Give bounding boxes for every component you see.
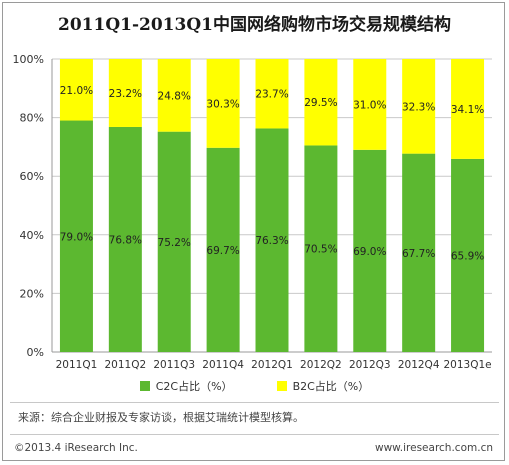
chart-legend: C2C占比（%） B2C占比（%）: [0, 378, 509, 394]
x-tick-label: 2011Q2: [104, 359, 146, 370]
source-note: 来源：综合企业财报及专家访谈，根据艾瑞统计模型核算。: [18, 411, 304, 424]
y-tick-label: 0%: [27, 346, 44, 359]
legend-label-c2c: C2C占比（%）: [155, 380, 233, 393]
x-tick-label: 2011Q4: [202, 359, 244, 370]
bar-b2c: [402, 59, 436, 154]
data-label-c2c: 67.7%: [402, 248, 435, 260]
x-tick-label: 2011Q1: [56, 359, 98, 370]
data-label-b2c: 21.0%: [60, 85, 93, 97]
legend-swatch-c2c: [139, 381, 150, 391]
y-tick-label: 100%: [13, 53, 44, 66]
bar-b2c: [255, 59, 289, 129]
bar-c2c: [451, 158, 485, 352]
bar-b2c: [451, 59, 485, 159]
bar-c2c: [59, 120, 93, 352]
data-label-c2c: 76.8%: [109, 234, 142, 246]
bar-c2c: [353, 149, 387, 352]
data-label-b2c: 32.3%: [402, 101, 435, 113]
bar-c2c: [108, 126, 142, 352]
bar-b2c: [59, 59, 93, 121]
y-tick-label: 60%: [20, 170, 44, 183]
bar-b2c: [304, 59, 338, 146]
legend-item-c2c: C2C占比（%）: [139, 378, 233, 394]
data-label-b2c: 29.5%: [304, 97, 337, 109]
x-tick-label: 2012Q4: [398, 359, 440, 370]
legend-item-b2c: B2C占比（%）: [276, 378, 370, 394]
bar-b2c: [206, 59, 240, 148]
chart-title: 2011Q1-2013Q1中国网络购物市场交易规模结构: [58, 15, 451, 35]
x-tick-label: 2013Q1e: [443, 359, 491, 370]
data-label-c2c: 69.7%: [206, 245, 239, 257]
y-tick-label: 40%: [20, 229, 44, 242]
data-label-b2c: 30.3%: [206, 98, 239, 110]
data-label-c2c: 69.0%: [353, 246, 386, 258]
data-label-b2c: 34.1%: [451, 104, 484, 116]
website-text: www.iresearch.com.cn: [374, 442, 493, 454]
y-tick-label: 20%: [20, 287, 44, 300]
y-tick-label: 80%: [20, 112, 44, 125]
bar-c2c: [304, 145, 338, 352]
x-tick-label: 2012Q1: [251, 359, 293, 370]
bar-b2c: [353, 59, 387, 150]
copyright-text: ©2013.4 iResearch Inc.: [14, 442, 138, 454]
bar-b2c: [157, 59, 191, 132]
data-label-c2c: 79.0%: [60, 231, 93, 243]
x-tick-label: 2011Q3: [153, 359, 195, 370]
bar-b2c: [108, 59, 142, 127]
bar-c2c: [157, 131, 191, 352]
separator-line: [10, 434, 499, 435]
bar-c2c: [255, 128, 289, 352]
data-label-b2c: 31.0%: [353, 99, 386, 111]
data-label-b2c: 24.8%: [158, 90, 191, 102]
legend-label-b2c: B2C占比（%）: [292, 380, 370, 393]
bar-c2c: [402, 153, 436, 352]
data-label-c2c: 65.9%: [451, 250, 484, 262]
data-label-b2c: 23.7%: [255, 89, 288, 101]
separator-line: [10, 402, 499, 403]
data-label-c2c: 76.3%: [255, 235, 288, 247]
x-tick-label: 2012Q3: [349, 359, 391, 370]
data-label-b2c: 23.2%: [109, 88, 142, 100]
legend-swatch-b2c: [276, 381, 287, 391]
data-label-c2c: 70.5%: [304, 244, 337, 256]
data-label-c2c: 75.2%: [158, 237, 191, 249]
bar-c2c: [206, 147, 240, 352]
stacked-bar-chart: 0% 20% 40% 60% 80% 100% 79.0% 21.0% 2011Q1 76.8% 2…: [13, 53, 492, 370]
x-tick-label: 2012Q2: [300, 359, 342, 370]
